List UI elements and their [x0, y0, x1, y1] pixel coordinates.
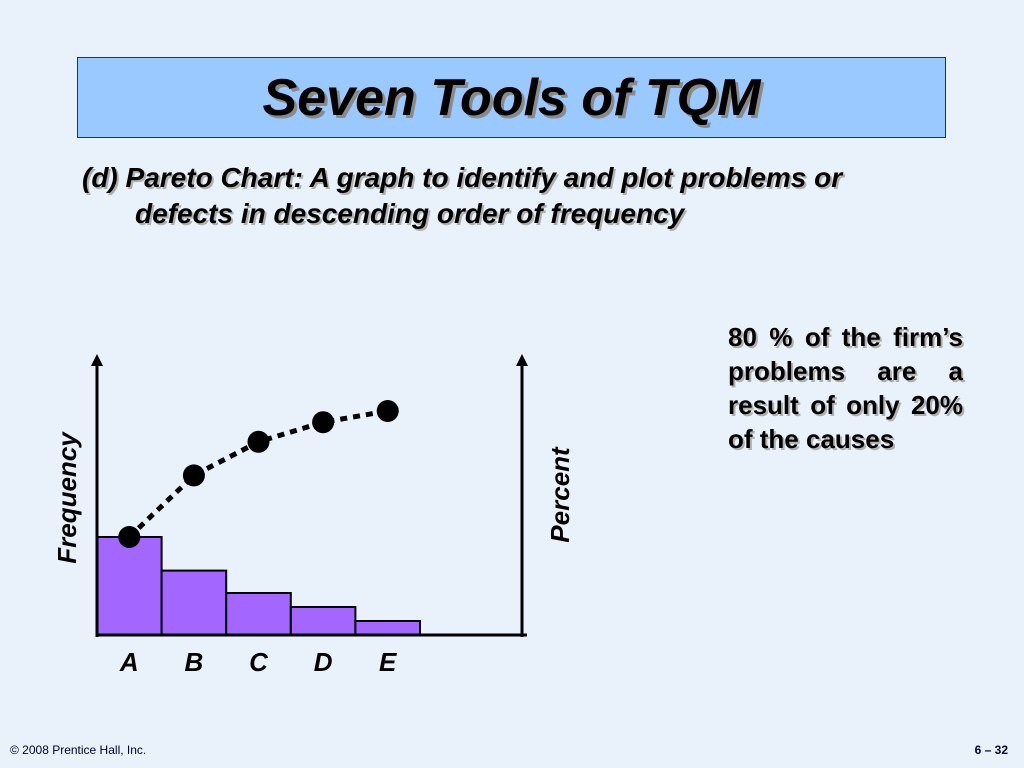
bar — [354, 620, 421, 636]
x-tick-label: C — [249, 647, 269, 677]
y2-axis-label: Percent — [545, 446, 575, 543]
title-box: Seven Tools of TQM — [77, 57, 946, 138]
description: (d) Pareto Chart: A graph to identify an… — [82, 162, 843, 229]
x-tick-label: A — [119, 647, 139, 677]
cumulative-point — [247, 430, 270, 453]
chart: A B C D E Frequency Percent — [52, 354, 575, 677]
cumulative-point — [182, 464, 205, 487]
bar — [225, 592, 292, 636]
slide-title: Seven Tools of TQM — [262, 68, 761, 127]
bar — [289, 606, 357, 636]
footer-right: 6 – 32 — [974, 743, 1008, 757]
cumulative-point — [118, 526, 141, 548]
x-tick-label: E — [379, 647, 397, 677]
x-tick-label: D — [314, 647, 333, 677]
cumulative-point — [376, 400, 399, 422]
bar — [160, 569, 228, 636]
cumulative-point — [312, 411, 335, 434]
cumulative-line — [127, 406, 404, 539]
x-tick-label: B — [185, 647, 204, 677]
bar — [96, 536, 163, 636]
footer-left: © 2008 Prentice Hall, Inc. — [10, 743, 147, 757]
y-axis-label: Frequency — [52, 431, 82, 564]
note: 80 % of the firm’s problems are a result… — [728, 322, 963, 454]
